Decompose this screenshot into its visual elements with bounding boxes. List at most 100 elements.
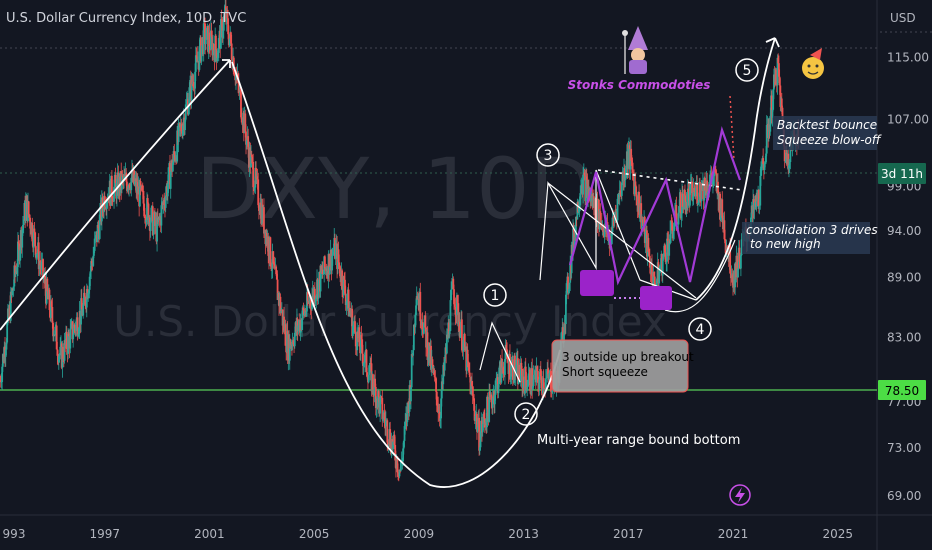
candle-body bbox=[283, 316, 285, 331]
candle-body bbox=[362, 362, 365, 366]
candle-body bbox=[653, 271, 656, 277]
candle-body bbox=[466, 349, 469, 362]
candle-body bbox=[455, 295, 458, 315]
candle-body bbox=[448, 322, 450, 335]
candle-body bbox=[106, 200, 109, 202]
candle-body bbox=[100, 197, 103, 222]
candle-body bbox=[184, 104, 187, 120]
candle-body bbox=[548, 372, 551, 380]
candle-body bbox=[237, 82, 240, 93]
candle-body bbox=[454, 306, 457, 315]
candle-body bbox=[377, 391, 379, 408]
candle-body bbox=[202, 23, 205, 55]
candle-body bbox=[740, 255, 742, 269]
candle-body bbox=[56, 349, 59, 356]
y-tick-label: 73.00 bbox=[887, 441, 921, 455]
watermark-name: U.S. Dollar Currency Index bbox=[113, 297, 666, 346]
candle-body bbox=[257, 179, 260, 206]
candle-body bbox=[77, 334, 80, 336]
candle-body bbox=[694, 187, 697, 197]
candle-body bbox=[220, 19, 223, 20]
candle-body bbox=[195, 55, 198, 57]
candle-body bbox=[729, 243, 732, 274]
candle-body bbox=[142, 190, 145, 204]
consolidation-note-line1: consolidation 3 drives bbox=[746, 223, 878, 237]
candle-body bbox=[250, 154, 253, 157]
candle-body bbox=[640, 203, 643, 229]
candle-body bbox=[24, 201, 27, 221]
candle-body bbox=[452, 278, 455, 290]
candle-body bbox=[1, 366, 4, 383]
candle-body bbox=[666, 238, 668, 262]
candle-body bbox=[21, 229, 24, 248]
candle-body bbox=[320, 265, 323, 273]
candle-body bbox=[456, 295, 459, 304]
candle-body bbox=[352, 325, 355, 326]
candle-body bbox=[776, 57, 779, 86]
candle-body bbox=[293, 332, 296, 347]
candle-body bbox=[450, 286, 453, 290]
candle-body bbox=[176, 130, 179, 162]
candle-body bbox=[270, 264, 273, 270]
candle-body bbox=[630, 160, 633, 163]
candle-body bbox=[663, 245, 666, 253]
candle-body bbox=[373, 378, 376, 396]
candle-body bbox=[762, 158, 765, 164]
candle-body bbox=[476, 427, 479, 432]
candle-body bbox=[166, 184, 169, 197]
candle-body bbox=[680, 213, 683, 219]
candle-body bbox=[627, 148, 630, 169]
candle-body bbox=[361, 339, 364, 354]
candle-body bbox=[325, 268, 328, 274]
candle-body bbox=[620, 182, 623, 196]
candle-body bbox=[457, 303, 460, 327]
candle-body bbox=[677, 212, 680, 225]
candle-body bbox=[538, 379, 541, 390]
candle-body bbox=[700, 183, 703, 202]
candle-body bbox=[351, 308, 354, 337]
candle-body bbox=[623, 167, 626, 181]
candle-body bbox=[256, 176, 259, 180]
candle-body bbox=[692, 188, 695, 197]
candle-body bbox=[215, 49, 218, 62]
y-tick-label: 83.00 bbox=[887, 331, 921, 345]
candle-body bbox=[450, 289, 453, 301]
candle-body bbox=[440, 381, 443, 399]
x-tick-label: 2025 bbox=[822, 527, 853, 541]
candle-body bbox=[244, 113, 247, 132]
candle-body bbox=[416, 296, 419, 300]
y-tick-label: 107.00 bbox=[887, 113, 929, 127]
candle-body bbox=[367, 374, 370, 383]
candle-body bbox=[94, 236, 97, 239]
candle-body bbox=[59, 346, 62, 356]
candle-body bbox=[438, 411, 441, 421]
candle-body bbox=[644, 231, 647, 243]
candle-body bbox=[315, 295, 318, 300]
candle-body bbox=[84, 296, 87, 306]
candle-body bbox=[144, 216, 147, 223]
candle-body bbox=[344, 293, 347, 306]
candle-body bbox=[515, 359, 518, 372]
candle-body bbox=[531, 368, 534, 390]
candle-body bbox=[324, 256, 326, 269]
candle-body bbox=[502, 366, 505, 374]
candle-body bbox=[314, 299, 317, 303]
candle-body bbox=[93, 250, 95, 256]
candle-body bbox=[445, 334, 448, 354]
candle-body bbox=[780, 98, 783, 108]
candle-body bbox=[173, 151, 176, 155]
candle-body bbox=[145, 220, 148, 223]
candle-body bbox=[449, 300, 452, 331]
candle-body bbox=[358, 327, 361, 347]
candle-body bbox=[402, 448, 404, 462]
backtest-note-line2: Squeeze blow-off bbox=[777, 133, 882, 147]
lightning-icon[interactable] bbox=[729, 484, 751, 506]
candle-body bbox=[474, 416, 477, 421]
candle-body bbox=[495, 378, 498, 381]
candle-body bbox=[757, 189, 760, 206]
candle-body bbox=[486, 396, 488, 428]
candle-body bbox=[535, 366, 538, 383]
candle-body bbox=[22, 224, 24, 230]
